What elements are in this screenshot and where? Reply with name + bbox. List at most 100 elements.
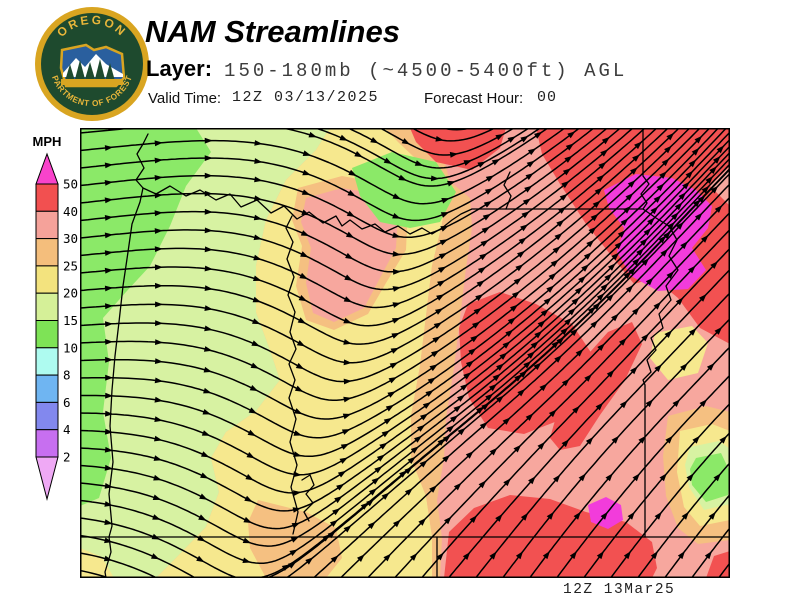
streamline-arrowhead bbox=[153, 474, 162, 481]
streamline bbox=[529, 345, 730, 578]
streamline-arrowhead bbox=[495, 133, 504, 141]
streamline bbox=[80, 162, 730, 565]
streamline-arrowhead bbox=[543, 297, 552, 305]
streamline-arrowhead bbox=[510, 304, 518, 312]
streamline-arrowhead bbox=[680, 241, 688, 250]
streamline-arrowhead bbox=[709, 166, 717, 174]
streamline-arrowhead bbox=[553, 474, 561, 483]
streamline-arrowhead bbox=[694, 212, 703, 221]
streamline-arrowhead bbox=[465, 360, 474, 368]
streamline-arrowhead bbox=[104, 197, 113, 204]
streamline-arrowhead bbox=[391, 332, 400, 339]
streamline-arrowhead bbox=[693, 199, 701, 207]
streamline-arrowhead bbox=[513, 444, 522, 453]
streamline-arrowhead bbox=[444, 516, 452, 525]
streamline bbox=[80, 151, 730, 530]
streamline-arrowhead bbox=[154, 264, 163, 271]
legend-tick-label: 8 bbox=[63, 368, 71, 383]
streamline-arrowhead bbox=[357, 554, 365, 562]
streamline bbox=[448, 268, 730, 578]
streamline-arrowhead bbox=[300, 230, 310, 236]
streamline-arrowhead bbox=[548, 409, 557, 418]
layer-value: 150-180mb (~4500-5400ft) AGL bbox=[224, 60, 628, 82]
streamline-arrowhead bbox=[641, 333, 649, 342]
page-title: NAM Streamlines bbox=[145, 14, 400, 49]
streamline-arrowhead bbox=[478, 266, 487, 274]
streamline-arrowhead bbox=[632, 257, 640, 266]
streamline-arrowhead bbox=[204, 227, 213, 234]
streamline-arrowhead bbox=[666, 132, 675, 141]
streamline-arrowhead bbox=[105, 303, 114, 310]
streamline-arrowhead bbox=[296, 340, 306, 347]
streamline bbox=[80, 128, 581, 222]
streamline-arrowhead bbox=[343, 525, 352, 533]
streamline-arrowhead bbox=[485, 175, 495, 182]
streamline-arrowhead bbox=[495, 513, 503, 522]
streamline-arrowhead bbox=[383, 553, 392, 562]
streamline-arrowhead bbox=[489, 551, 497, 560]
streamline-arrowhead bbox=[301, 209, 310, 216]
streamline-arrowhead bbox=[409, 553, 418, 561]
streamline-arrowhead bbox=[659, 473, 667, 482]
streamline-arrowhead bbox=[708, 511, 716, 520]
streamline-arrowhead bbox=[470, 335, 479, 343]
streamline-arrowhead bbox=[152, 514, 161, 520]
streamline-arrowhead bbox=[155, 339, 164, 345]
streamline-arrowhead bbox=[404, 488, 413, 496]
valid-time-label: Valid Time: bbox=[148, 90, 222, 107]
streamline-arrowhead bbox=[370, 137, 379, 144]
streamline-arrowhead bbox=[299, 272, 308, 280]
streamline-arrowhead bbox=[297, 317, 307, 324]
streamline-arrowhead bbox=[656, 183, 665, 192]
streamline-arrowhead bbox=[491, 158, 501, 166]
streamline-arrowhead bbox=[204, 190, 213, 197]
streamline-arrowhead bbox=[634, 141, 642, 150]
streamline-arrowhead bbox=[520, 224, 529, 232]
streamline-arrowhead bbox=[308, 131, 317, 138]
streamline-arrowhead bbox=[650, 551, 658, 560]
streamline-arrowhead bbox=[682, 181, 690, 190]
streamline-arrowhead bbox=[293, 471, 302, 478]
streamline-arrowhead bbox=[502, 341, 511, 349]
streamline-arrowhead bbox=[343, 317, 352, 324]
streamline-arrowhead bbox=[104, 145, 113, 151]
streamline-arrowhead bbox=[343, 339, 352, 345]
legend-tick-label: 30 bbox=[63, 231, 78, 246]
streamline bbox=[80, 534, 197, 578]
streamline-arrowhead bbox=[583, 252, 592, 260]
streamline bbox=[664, 493, 730, 578]
streamline-arrowhead bbox=[435, 136, 444, 142]
streamline-arrowhead bbox=[619, 338, 627, 346]
streamline-arrowhead bbox=[647, 217, 655, 226]
streamline-arrowhead bbox=[517, 388, 526, 397]
streamline-arrowhead bbox=[625, 193, 634, 201]
streamlines bbox=[80, 128, 730, 578]
streamline-arrowhead bbox=[476, 280, 485, 288]
streamline-arrowhead bbox=[253, 214, 263, 221]
streamline-arrowhead bbox=[105, 356, 114, 363]
streamline-arrowhead bbox=[155, 320, 164, 326]
streamline bbox=[80, 128, 635, 291]
streamline-arrowhead bbox=[104, 180, 113, 186]
streamline-arrowhead bbox=[392, 317, 401, 324]
streamline-arrowhead bbox=[151, 533, 161, 540]
streamline-arrowhead bbox=[619, 400, 628, 409]
streamline-arrowhead bbox=[568, 307, 576, 316]
streamline-arrowhead bbox=[301, 189, 311, 195]
streamline-arrowhead bbox=[524, 185, 533, 193]
streamline bbox=[80, 128, 701, 402]
streamline-arrowhead bbox=[706, 363, 715, 371]
streamline-arrowhead bbox=[104, 483, 113, 489]
streamline-arrowhead bbox=[247, 429, 256, 437]
streamline-arrowhead bbox=[154, 157, 163, 164]
streamline-arrowhead bbox=[253, 254, 262, 261]
streamline-arrowhead bbox=[294, 408, 303, 415]
streamline-arrowhead bbox=[515, 551, 524, 560]
streamline-arrowhead bbox=[481, 226, 490, 234]
streamline-arrowhead bbox=[719, 435, 727, 444]
streamline-arrowhead bbox=[569, 551, 577, 560]
streamline-arrowhead bbox=[479, 253, 488, 261]
streamline-arrowhead bbox=[204, 305, 213, 311]
streamline-arrowhead bbox=[562, 168, 571, 176]
streamline-arrowhead bbox=[432, 336, 441, 343]
